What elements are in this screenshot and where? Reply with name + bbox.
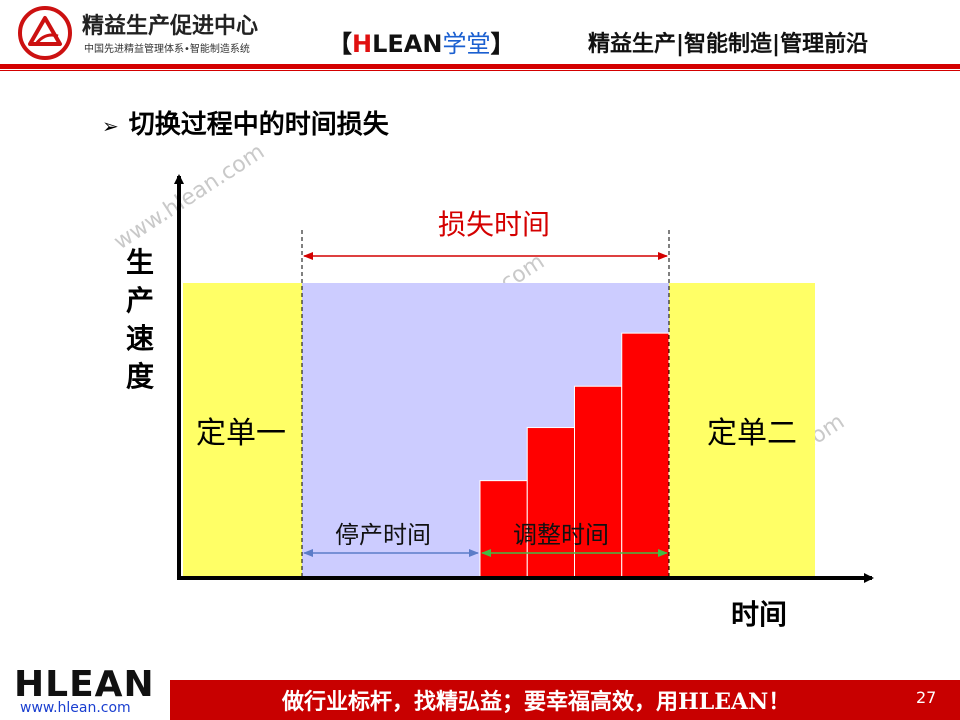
brand-close-bracket: 】 bbox=[490, 30, 515, 58]
footer-url[interactable]: www.hlean.com bbox=[20, 700, 131, 716]
brand-h: H bbox=[352, 30, 373, 58]
section-heading-text: 切换过程中的时间损失 bbox=[128, 110, 389, 140]
adjust-time-label: 调整时间 bbox=[513, 521, 609, 549]
y-axis-label-char-3: 速 bbox=[126, 322, 154, 355]
ramp-bar bbox=[574, 385, 623, 579]
bullet-arrow-icon: ➢ bbox=[102, 114, 119, 138]
logo-title: 精益生产促进中心 bbox=[82, 14, 259, 39]
x-axis-label: 时间 bbox=[731, 598, 787, 631]
watermark-left: www.hlean.com bbox=[110, 139, 270, 255]
header-divider-thin bbox=[0, 70, 960, 71]
stop-time-label: 停产时间 bbox=[335, 521, 431, 549]
brand-open-bracket: 【 bbox=[328, 30, 352, 58]
order-one-label: 定单一 bbox=[196, 416, 286, 451]
order-two-label: 定单二 bbox=[707, 416, 797, 451]
logo-subtitle: 中国先进精益管理体系•智能制造系统 bbox=[84, 44, 250, 55]
brand-xuetang: 学堂 bbox=[442, 30, 491, 58]
loss-time-label: 损失时间 bbox=[438, 208, 550, 241]
footer-bar bbox=[170, 680, 960, 720]
ramp-bar bbox=[526, 427, 575, 579]
page-header: 精益生产促进中心 中国先进精益管理体系•智能制造系统 【HLEAN学堂】 精益生… bbox=[0, 0, 960, 71]
section-heading: ➢ 切换过程中的时间损失 bbox=[102, 104, 389, 141]
order-one-region bbox=[183, 283, 302, 578]
footer-logo: HLEAN bbox=[14, 664, 155, 705]
order-two-region bbox=[669, 283, 815, 578]
ramp-bar bbox=[479, 480, 528, 579]
y-axis-label-char-1: 生 bbox=[126, 246, 154, 279]
header-tagline: 精益生产|智能制造|管理前沿 bbox=[588, 32, 869, 57]
y-axis-label-char-4: 度 bbox=[126, 360, 154, 393]
page-number: 27 bbox=[916, 688, 937, 707]
footer-slogan: 做行业标杆，找精弘益；要幸福高效，用HLEAN！ bbox=[282, 689, 791, 715]
logo-icon bbox=[18, 6, 72, 60]
ramp-bar bbox=[621, 332, 670, 579]
brand-lean: LEAN bbox=[372, 30, 443, 58]
brand-label: 【HLEAN学堂】 bbox=[328, 24, 514, 59]
y-axis-label-char-2: 产 bbox=[126, 284, 154, 317]
header-divider bbox=[0, 64, 960, 69]
